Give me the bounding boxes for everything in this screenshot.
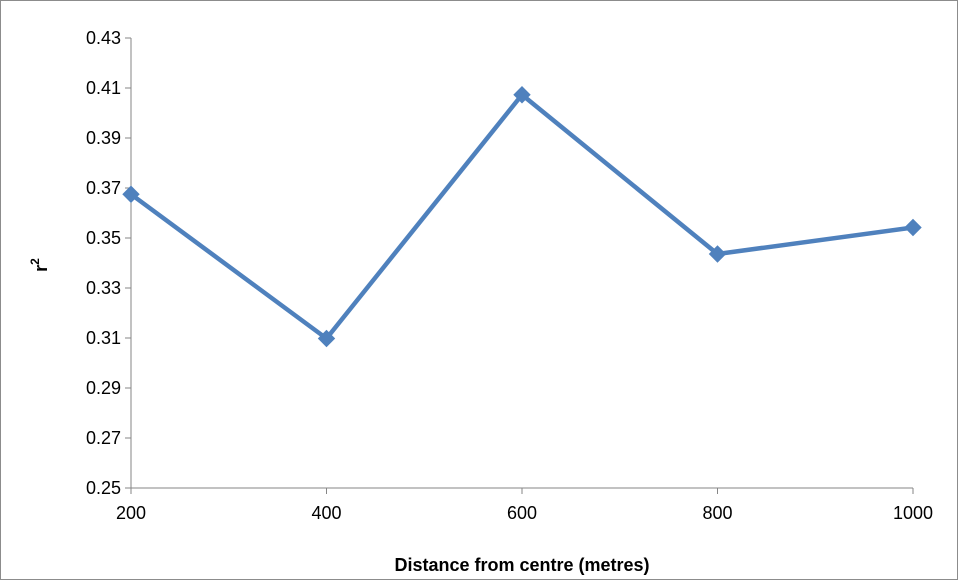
y-tick-label: 0.43 xyxy=(86,28,121,48)
y-axis-title-base: r xyxy=(31,265,51,272)
y-axis-title: r2 xyxy=(28,258,51,272)
y-tick-label: 0.25 xyxy=(86,478,121,498)
y-tick-label: 0.27 xyxy=(86,428,121,448)
y-axis-title-superscript: 2 xyxy=(28,258,42,265)
y-tick-label: 0.33 xyxy=(86,278,121,298)
data-point-marker xyxy=(513,86,531,104)
x-tick-label: 800 xyxy=(702,503,732,523)
x-tick-label: 600 xyxy=(507,503,537,523)
x-tick-label: 1000 xyxy=(893,503,933,523)
y-tick-label: 0.35 xyxy=(86,228,121,248)
x-axis-title: Distance from centre (metres) xyxy=(394,555,649,575)
series-group xyxy=(122,86,922,348)
data-point-marker xyxy=(317,329,336,348)
data-point-marker xyxy=(122,185,140,203)
data-point-marker xyxy=(904,218,922,237)
axes xyxy=(125,37,914,494)
x-tick-label: 200 xyxy=(116,503,146,523)
series-line xyxy=(128,92,916,341)
y-tick-label: 0.29 xyxy=(86,378,121,398)
data-point-marker xyxy=(708,245,727,263)
y-tick-label: 0.31 xyxy=(86,328,121,348)
x-tick-label: 400 xyxy=(311,503,341,523)
y-tick-label: 0.39 xyxy=(86,128,121,148)
y-tick-label: 0.41 xyxy=(86,78,121,98)
tick-labels: 0.25 0.27 0.29 0.31 0.33 0.35 0.37 0.39 0.41 0.43… xyxy=(86,28,933,523)
y-tick-label: 0.37 xyxy=(86,178,121,198)
